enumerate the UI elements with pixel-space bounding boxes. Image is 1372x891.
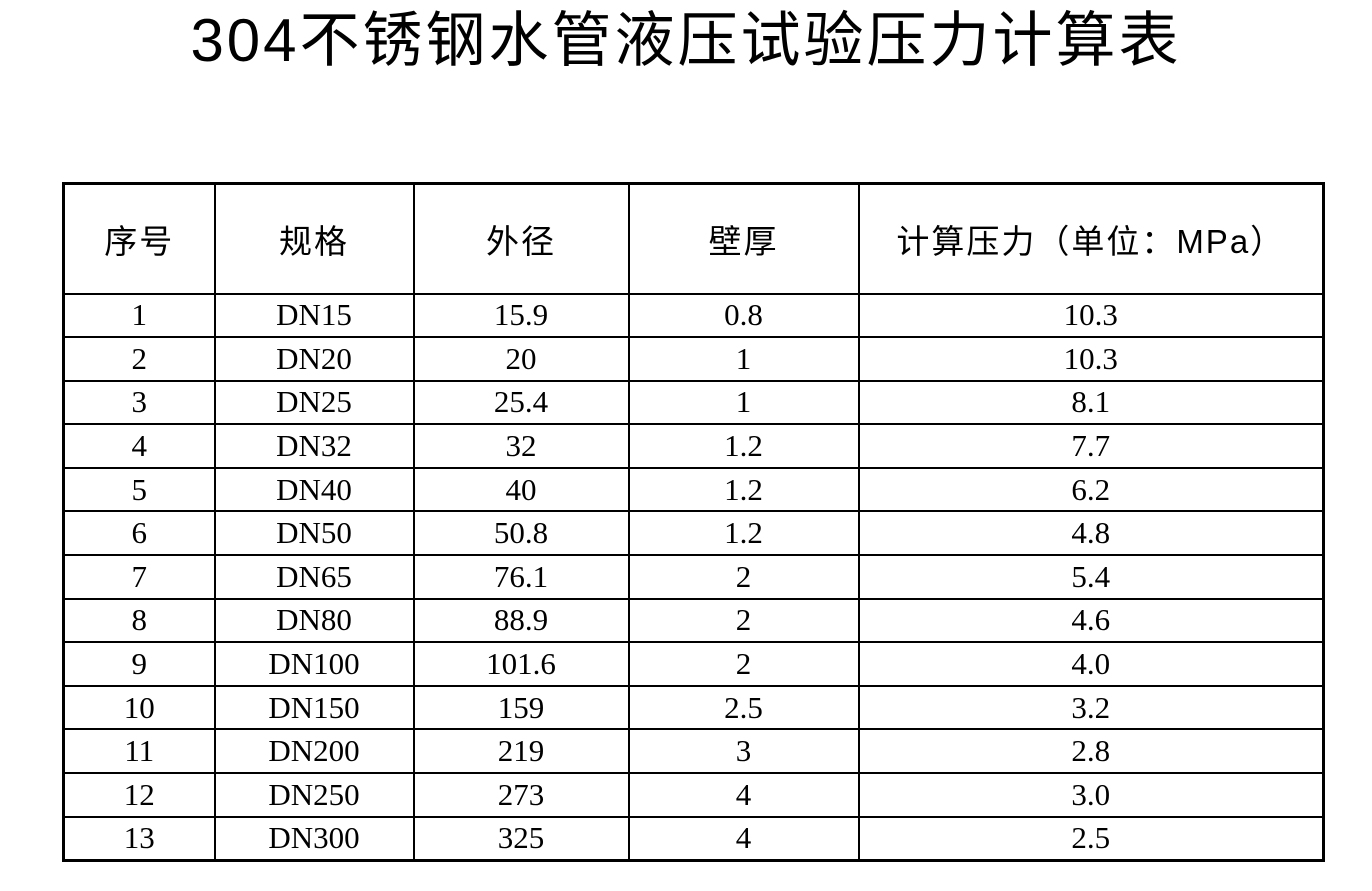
cell-wall-thickness: 1.2	[627, 510, 860, 557]
cell-outer-diameter: 32	[412, 423, 630, 469]
cell-serial-number: 1	[62, 292, 216, 339]
cell-calculated-pressure: 7.7	[857, 423, 1325, 469]
cell-calculated-pressure: 2.5	[857, 815, 1325, 862]
cell-specification: DN20	[213, 336, 415, 382]
table-row: 13 DN300 325 4 2.5	[62, 815, 1325, 862]
cell-serial-number: 8	[62, 597, 216, 644]
table-row: 5 DN40 40 1.2 6.2	[62, 466, 1325, 513]
table-row: 4 DN32 32 1.2 7.7	[62, 423, 1325, 469]
cell-calculated-pressure: 4.6	[857, 597, 1325, 644]
header-calculated-pressure: 计算压力（单位：MPa）	[857, 182, 1325, 295]
cell-calculated-pressure: 4.8	[857, 510, 1325, 557]
cell-calculated-pressure: 4.0	[857, 641, 1325, 687]
table-row: 8 DN80 88.9 2 4.6	[62, 597, 1325, 644]
cell-wall-thickness: 1	[627, 379, 860, 426]
cell-serial-number: 4	[62, 423, 216, 469]
cell-wall-thickness: 1.2	[627, 423, 860, 469]
cell-serial-number: 3	[62, 379, 216, 426]
table-row: 9 DN100 101.6 2 4.0	[62, 641, 1325, 687]
cell-wall-thickness: 3	[627, 728, 860, 775]
cell-outer-diameter: 20	[412, 336, 630, 382]
cell-wall-thickness: 1.2	[627, 466, 860, 513]
cell-specification: DN200	[213, 728, 415, 775]
cell-wall-thickness: 2.5	[627, 684, 860, 731]
pressure-table-container: 序号 规格 外径 壁厚 计算压力（单位：MPa） 1 DN15 15.9 0.8…	[62, 182, 1325, 862]
cell-calculated-pressure: 10.3	[857, 336, 1325, 382]
cell-outer-diameter: 40	[412, 466, 630, 513]
cell-serial-number: 7	[62, 554, 216, 600]
cell-outer-diameter: 159	[412, 684, 630, 731]
cell-outer-diameter: 88.9	[412, 597, 630, 644]
cell-specification: DN300	[213, 815, 415, 862]
cell-outer-diameter: 50.8	[412, 510, 630, 557]
cell-serial-number: 2	[62, 336, 216, 382]
cell-outer-diameter: 101.6	[412, 641, 630, 687]
table-row: 7 DN65 76.1 2 5.4	[62, 554, 1325, 600]
cell-outer-diameter: 273	[412, 772, 630, 818]
header-serial-number: 序号	[62, 182, 216, 295]
cell-calculated-pressure: 3.2	[857, 684, 1325, 731]
cell-serial-number: 5	[62, 466, 216, 513]
cell-specification: DN15	[213, 292, 415, 339]
cell-outer-diameter: 25.4	[412, 379, 630, 426]
table-row: 12 DN250 273 4 3.0	[62, 772, 1325, 818]
cell-wall-thickness: 4	[627, 815, 860, 862]
cell-specification: DN50	[213, 510, 415, 557]
table-row: 2 DN20 20 1 10.3	[62, 336, 1325, 382]
table-header-row: 序号 规格 外径 壁厚 计算压力（单位：MPa）	[62, 182, 1325, 295]
cell-outer-diameter: 325	[412, 815, 630, 862]
cell-outer-diameter: 219	[412, 728, 630, 775]
cell-specification: DN150	[213, 684, 415, 731]
cell-specification: DN40	[213, 466, 415, 513]
cell-wall-thickness: 2	[627, 554, 860, 600]
cell-calculated-pressure: 8.1	[857, 379, 1325, 426]
cell-wall-thickness: 2	[627, 597, 860, 644]
cell-wall-thickness: 1	[627, 336, 860, 382]
cell-wall-thickness: 4	[627, 772, 860, 818]
cell-calculated-pressure: 10.3	[857, 292, 1325, 339]
cell-specification: DN80	[213, 597, 415, 644]
table-row: 10 DN150 159 2.5 3.2	[62, 684, 1325, 731]
cell-serial-number: 9	[62, 641, 216, 687]
cell-serial-number: 13	[62, 815, 216, 862]
pressure-table: 序号 规格 外径 壁厚 计算压力（单位：MPa） 1 DN15 15.9 0.8…	[62, 182, 1325, 862]
cell-calculated-pressure: 3.0	[857, 772, 1325, 818]
table-row: 11 DN200 219 3 2.8	[62, 728, 1325, 775]
header-outer-diameter: 外径	[412, 182, 630, 295]
cell-wall-thickness: 2	[627, 641, 860, 687]
cell-specification: DN65	[213, 554, 415, 600]
cell-specification: DN100	[213, 641, 415, 687]
table-row: 3 DN25 25.4 1 8.1	[62, 379, 1325, 426]
cell-calculated-pressure: 5.4	[857, 554, 1325, 600]
cell-serial-number: 6	[62, 510, 216, 557]
cell-serial-number: 11	[62, 728, 216, 775]
cell-serial-number: 10	[62, 684, 216, 731]
cell-specification: DN32	[213, 423, 415, 469]
header-wall-thickness: 壁厚	[627, 182, 860, 295]
cell-specification: DN250	[213, 772, 415, 818]
cell-wall-thickness: 0.8	[627, 292, 860, 339]
cell-calculated-pressure: 6.2	[857, 466, 1325, 513]
cell-outer-diameter: 15.9	[412, 292, 630, 339]
table-row: 1 DN15 15.9 0.8 10.3	[62, 292, 1325, 339]
page-title: 304不锈钢水管液压试验压力计算表	[190, 7, 1182, 74]
cell-calculated-pressure: 2.8	[857, 728, 1325, 775]
cell-specification: DN25	[213, 379, 415, 426]
cell-outer-diameter: 76.1	[412, 554, 630, 600]
header-specification: 规格	[213, 182, 415, 295]
cell-serial-number: 12	[62, 772, 216, 818]
table-row: 6 DN50 50.8 1.2 4.8	[62, 510, 1325, 557]
